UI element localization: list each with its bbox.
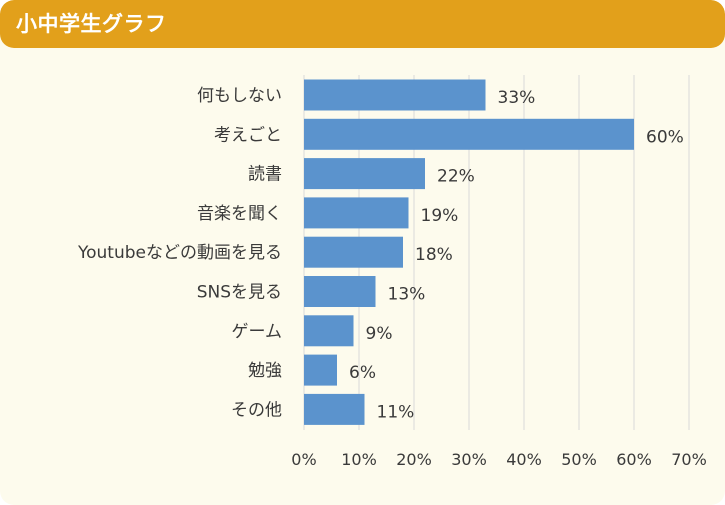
data-label: 9% (366, 324, 393, 344)
x-tick-label: 40% (506, 450, 542, 469)
bar (304, 236, 403, 268)
data-label: 6% (349, 363, 376, 383)
bar (304, 393, 365, 425)
x-tick-label: 70% (671, 450, 707, 469)
x-tick-label: 30% (451, 450, 487, 469)
data-label: 11% (377, 402, 415, 422)
labels: 0% 10% 20% 30% 40% 50% 60% 70% 何もしない 33% 考えごと 60% 読書… (77, 86, 707, 469)
category-label: ゲーム (232, 322, 283, 342)
category-label: 音楽を聞く (197, 204, 282, 224)
x-tick-label: 10% (341, 450, 377, 469)
bar (304, 79, 486, 111)
x-tick-label: 0% (291, 450, 316, 469)
bar (304, 315, 354, 347)
bars (304, 79, 634, 425)
x-tick-label: 60% (616, 450, 652, 469)
x-tick-label: 50% (561, 450, 597, 469)
data-label: 60% (646, 127, 684, 147)
data-label: 18% (415, 245, 453, 265)
chart-header: 小中学生グラフ (0, 0, 725, 48)
chart-title: 小中学生グラフ (16, 12, 167, 36)
bar (304, 197, 409, 229)
category-label: 読書 (248, 165, 282, 185)
category-label: 勉強 (248, 361, 282, 381)
category-label: SNSを見る (197, 283, 282, 303)
bar (304, 354, 337, 386)
category-label: その他 (231, 400, 282, 420)
category-label: Youtubeなどの動画を見る (77, 243, 282, 263)
bar (304, 276, 376, 307)
bar (304, 118, 634, 150)
data-label: 13% (388, 285, 426, 305)
data-label: 33% (498, 88, 536, 108)
category-label: 何もしない (197, 86, 282, 106)
data-label: 19% (421, 206, 459, 226)
x-tick-label: 20% (396, 450, 432, 469)
category-label: 考えごと (214, 125, 282, 145)
bar (304, 158, 425, 190)
data-label: 22% (437, 167, 475, 187)
